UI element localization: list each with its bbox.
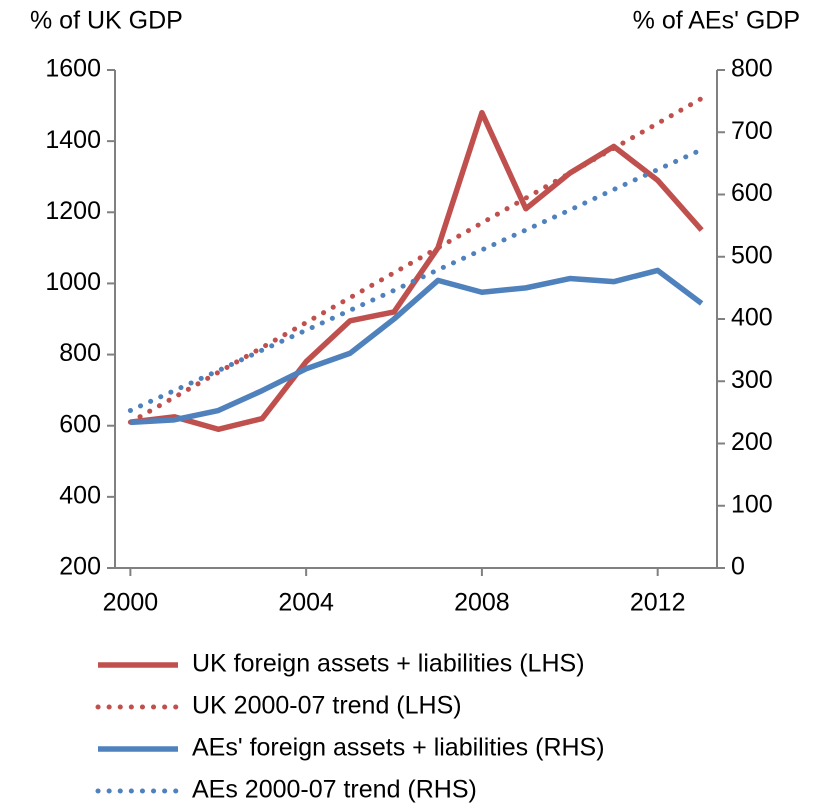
legend-label: AEs 2000-07 trend (RHS) <box>192 776 477 804</box>
legend-label: AEs' foreign assets + liabilities (RHS) <box>192 734 605 762</box>
y-axis-title: % of UK GDP <box>30 7 183 35</box>
y2-tick-label: 100 <box>731 490 773 518</box>
y2-tick-label: 300 <box>731 366 773 394</box>
y-tick-label: 600 <box>59 410 101 438</box>
y-tick-label: 800 <box>59 339 101 367</box>
y2-tick-label: 500 <box>731 241 773 269</box>
x-tick-label: 2004 <box>278 589 334 617</box>
y-tick-label: 1000 <box>45 268 101 296</box>
legend-label: UK foreign assets + liabilities (LHS) <box>192 650 585 678</box>
y2-tick-label: 200 <box>731 428 773 456</box>
y-tick-label: 400 <box>59 481 101 509</box>
legend-label: UK 2000-07 trend (LHS) <box>192 692 462 720</box>
x-tick-label: 2000 <box>103 589 159 617</box>
series-line <box>127 95 705 425</box>
y2-axis-title: % of AEs' GDP <box>633 7 800 35</box>
y-tick-label: 1200 <box>45 197 101 225</box>
y-tick-label: 200 <box>59 553 101 581</box>
y2-tick-label: 600 <box>731 179 773 207</box>
series-line <box>127 147 705 414</box>
y-tick-label: 1400 <box>45 126 101 154</box>
series-line <box>130 109 704 433</box>
y2-tick-label: 700 <box>731 117 773 145</box>
series-line <box>130 267 704 426</box>
y2-tick-label: 0 <box>731 553 745 581</box>
y2-tick-label: 800 <box>731 55 773 83</box>
y2-tick-label: 400 <box>731 304 773 332</box>
y-tick-label: 1600 <box>45 55 101 83</box>
x-tick-label: 2012 <box>630 589 686 617</box>
x-tick-label: 2008 <box>454 589 510 617</box>
